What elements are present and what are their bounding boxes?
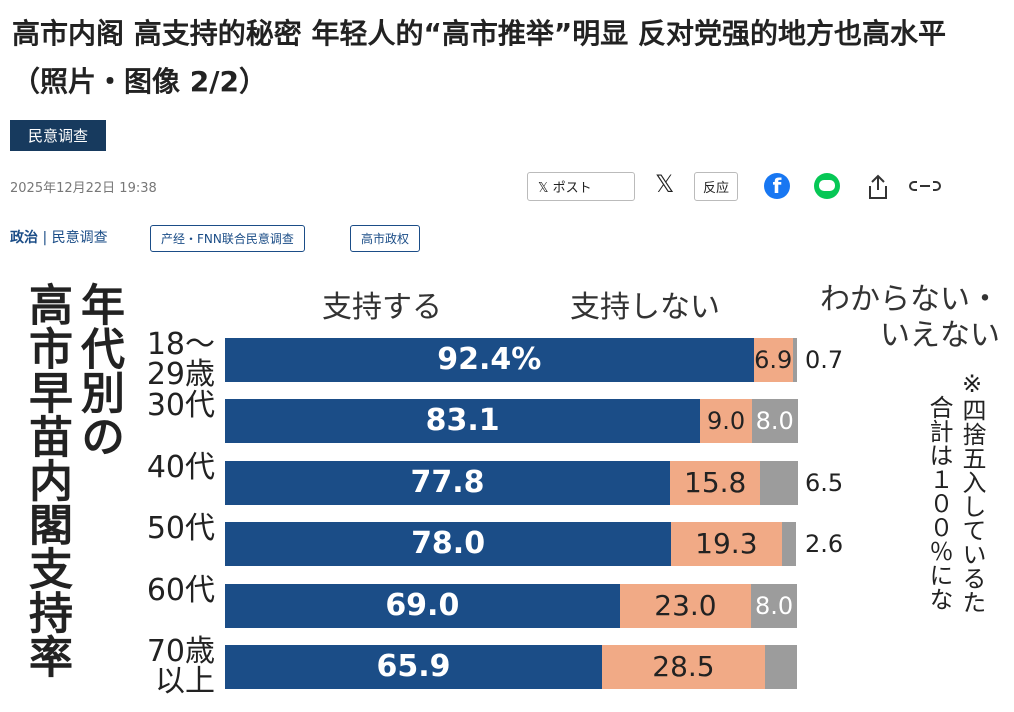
react-button[interactable]: 反应	[694, 172, 739, 201]
value-label: 6.5	[805, 469, 844, 497]
note: ※四捨五入しているた	[958, 370, 986, 614]
bar-segment	[225, 338, 754, 382]
value-label: 9.0	[706, 407, 746, 435]
category-label: 70歳以上	[146, 634, 215, 699]
crumb[interactable]: 民意调查	[51, 230, 108, 246]
value-label: 65.9	[376, 649, 451, 684]
value-label: 6.9	[754, 346, 793, 374]
value-label: 83.1	[425, 403, 500, 438]
breadcrumb: 政治 | 民意调查	[10, 230, 108, 246]
value-label: 8.0	[755, 592, 794, 620]
bar-segment	[751, 584, 797, 628]
bar-segment	[225, 522, 672, 566]
chart-title: 高市早苗内閣支持率	[21, 282, 72, 678]
bar-segment	[670, 461, 761, 505]
bar-segment	[753, 338, 793, 382]
bar-segment	[781, 522, 797, 566]
legend-label: 支持しない	[570, 290, 720, 325]
svg-text:f: f	[773, 174, 782, 198]
legend-label: わからない・いえない	[820, 282, 1000, 353]
value-label: 77.8	[410, 465, 485, 500]
note: 合計は１００％にな	[925, 395, 953, 611]
value-label: 0.7	[805, 346, 844, 374]
value-label: 15.8	[684, 466, 747, 499]
share-icons[interactable]: f	[762, 172, 942, 202]
section-tag[interactable]: 民意调查	[10, 120, 107, 151]
bar-segment	[700, 399, 752, 443]
value-label: 8.0	[755, 407, 794, 435]
bar-segment	[601, 645, 765, 689]
bar-segment	[619, 584, 752, 628]
bar-segment	[225, 461, 671, 505]
post-button[interactable]: 𝕏 ポスト	[527, 172, 635, 201]
post-label: ポスト	[552, 181, 592, 196]
tag[interactable]: 高市政权	[350, 225, 421, 252]
category-label: 60代	[146, 573, 215, 608]
value-label: 78.0	[411, 526, 486, 561]
crumb[interactable]: 政治	[10, 230, 38, 246]
tag[interactable]: 产经・FNN联合民意调查	[150, 225, 305, 252]
value-label: 92.4%	[437, 342, 542, 377]
bar-segment	[751, 399, 798, 443]
value-label: 23.0	[654, 589, 717, 622]
bar-segment	[792, 338, 797, 382]
value-label: 69.0	[385, 588, 460, 623]
chart-subtitle: 年代別の	[73, 282, 124, 458]
category-label: 30代	[146, 388, 215, 423]
article-title: 高市内阁 高支持的秘密 年轻人的“高市推举”明显 反对党强的地方也高水平（照片・…	[12, 17, 947, 98]
x-icon[interactable]: 𝕏	[655, 170, 675, 198]
value-label: 28.5	[652, 650, 715, 683]
legend-label: 支持する	[322, 290, 442, 325]
value-label: 19.3	[695, 527, 758, 560]
bar-segment	[225, 399, 701, 443]
bar-segment	[764, 645, 797, 689]
category-label: 18～29歳	[146, 327, 215, 392]
category-label: 40代	[146, 450, 215, 485]
value-label: 2.6	[805, 530, 844, 558]
category-label: 50代	[146, 511, 215, 546]
bar-segment	[225, 584, 620, 628]
date: 2025年12月22日 19:38	[10, 181, 157, 196]
bar-segment	[225, 645, 602, 689]
bar-segment	[760, 461, 798, 505]
bar-segment	[671, 522, 782, 566]
